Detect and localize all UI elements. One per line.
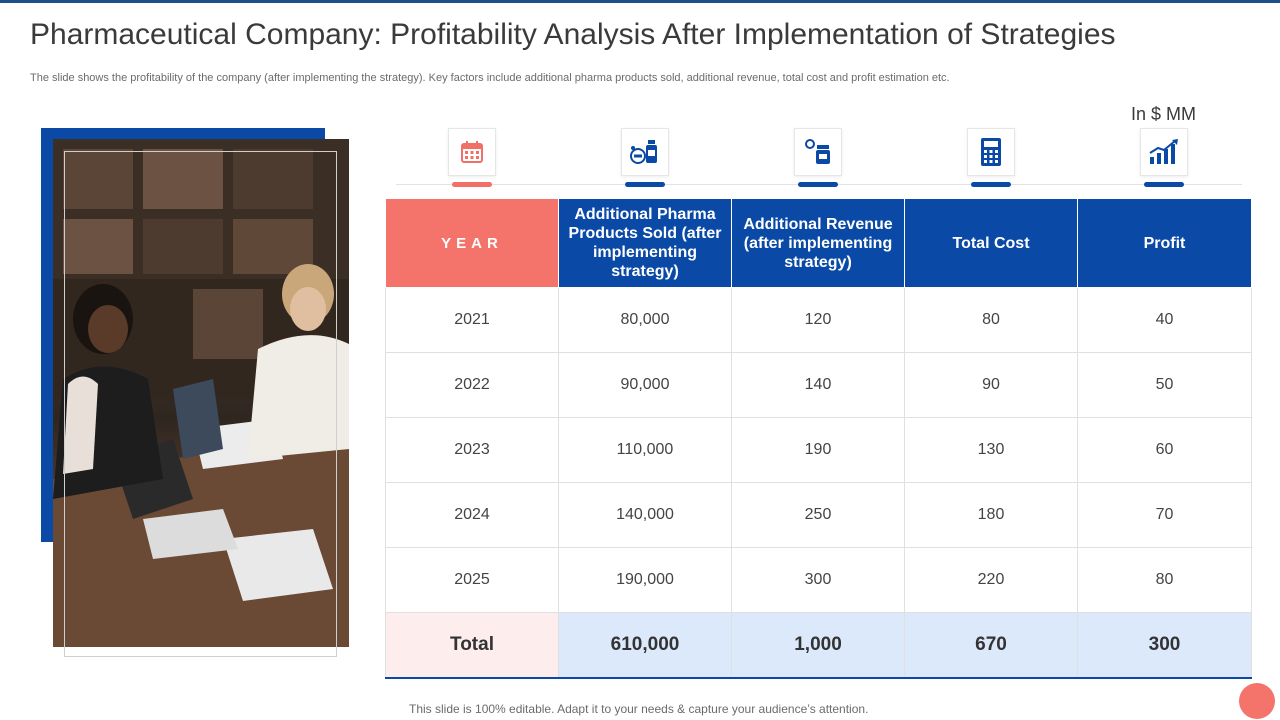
slide-title: Pharmaceutical Company: Profitability An… xyxy=(30,18,1116,51)
total-cost-cell: 130 xyxy=(904,417,1078,483)
calendar-icon xyxy=(448,128,496,176)
total-cost-cell: 80 xyxy=(904,287,1078,353)
revenue-cell: 120 xyxy=(731,287,905,353)
medicine-accent-bar xyxy=(798,182,838,187)
calculator-accent-bar xyxy=(971,182,1011,187)
profit-cell: 60 xyxy=(1077,417,1252,483)
profit-cell: 80 xyxy=(1077,547,1252,613)
year-cell: 2022 xyxy=(385,352,559,418)
pharma-accent-bar xyxy=(625,182,665,187)
profit-cell: 40 xyxy=(1077,287,1252,353)
products-sold-cell: 90,000 xyxy=(558,352,732,418)
total-products-sold-cell: 610,000 xyxy=(558,612,732,679)
profit-growth-icon-cell xyxy=(1140,128,1188,190)
table-total-row: Total 610,000 1,000 670 300 xyxy=(385,612,1252,679)
header-year: YEAR xyxy=(385,198,559,288)
profit-cell: 70 xyxy=(1077,482,1252,548)
decorative-dot xyxy=(1239,683,1275,719)
header-profit: Profit xyxy=(1077,198,1252,288)
header-products-sold: Additional Pharma Products Sold (after i… xyxy=(558,198,732,288)
table-row: 2024 140,000 250 180 70 xyxy=(385,482,1252,548)
profit-accent-bar xyxy=(1144,182,1184,187)
pharma-products-icon-cell xyxy=(621,128,669,190)
revenue-cell: 190 xyxy=(731,417,905,483)
total-cost-cell: 220 xyxy=(904,547,1078,613)
year-cell: 2024 xyxy=(385,482,559,548)
year-cell: 2023 xyxy=(385,417,559,483)
total-label-cell: Total xyxy=(385,612,559,679)
products-sold-cell: 110,000 xyxy=(558,417,732,483)
profitability-table: YEAR Additional Pharma Products Sold (af… xyxy=(385,198,1252,679)
products-sold-cell: 140,000 xyxy=(558,482,732,548)
year-cell: 2025 xyxy=(385,547,559,613)
icon-row xyxy=(396,128,1242,190)
year-cell: 2021 xyxy=(385,287,559,353)
medicine-bottle-icon xyxy=(794,128,842,176)
total-cost-cell: 90 xyxy=(904,352,1078,418)
footer-note: This slide is 100% editable. Adapt it to… xyxy=(409,702,869,716)
revenue-cell: 140 xyxy=(731,352,905,418)
photo-frame xyxy=(64,151,337,657)
total-cost-cell: 180 xyxy=(904,482,1078,548)
total-cost-sum-cell: 670 xyxy=(904,612,1078,679)
revenue-cell: 300 xyxy=(731,547,905,613)
unit-label: In $ MM xyxy=(1131,104,1197,124)
profit-cell: 50 xyxy=(1077,352,1252,418)
table-row: 2021 80,000 120 80 40 xyxy=(385,287,1252,353)
products-sold-cell: 190,000 xyxy=(558,547,732,613)
calculator-icon-cell xyxy=(967,128,1015,190)
profit-growth-icon xyxy=(1140,128,1188,176)
table-header-row: YEAR Additional Pharma Products Sold (af… xyxy=(385,198,1252,288)
meeting-photo xyxy=(53,139,349,647)
top-border-line xyxy=(0,0,1280,3)
calendar-icon-cell xyxy=(448,128,496,190)
table-row: 2022 90,000 140 90 50 xyxy=(385,352,1252,418)
revenue-cell: 250 xyxy=(731,482,905,548)
medicine-bottle-icon-cell xyxy=(794,128,842,190)
total-revenue-cell: 1,000 xyxy=(731,612,905,679)
table-row: 2025 190,000 300 220 80 xyxy=(385,547,1252,613)
pharma-products-icon xyxy=(621,128,669,176)
products-sold-cell: 80,000 xyxy=(558,287,732,353)
total-profit-cell: 300 xyxy=(1077,612,1252,679)
calculator-icon xyxy=(967,128,1015,176)
table-row: 2023 110,000 190 130 60 xyxy=(385,417,1252,483)
header-revenue: Additional Revenue (after implementing s… xyxy=(731,198,905,288)
header-total-cost: Total Cost xyxy=(904,198,1078,288)
calendar-accent-bar xyxy=(452,182,492,187)
slide-subtitle: The slide shows the profitability of the… xyxy=(30,72,950,84)
